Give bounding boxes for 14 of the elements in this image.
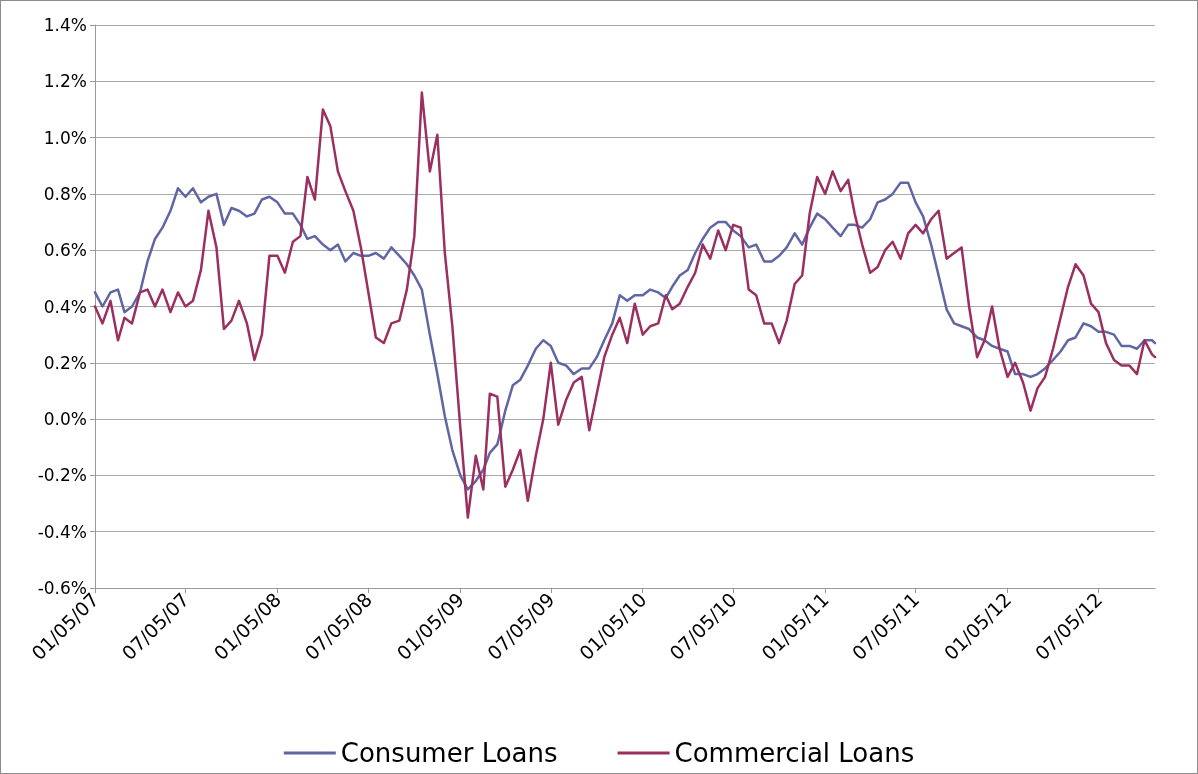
y-tick-label: 1.2% [43,71,87,92]
y-tick-label: 0.0% [43,409,87,430]
legend-label: Commercial Loans [674,738,915,768]
y-tick-label: 1.0% [43,127,87,148]
y-tick-label: 0.8% [43,183,87,204]
y-tick-label: 0.4% [43,296,87,317]
y-tick-label: 1.4% [43,15,87,35]
y-tick-label: 0.6% [43,240,87,261]
line-series [93,181,1157,491]
y-tick-label: 0.2% [43,352,87,373]
y-tick-label: -0.4% [37,521,87,542]
line-series [93,91,1157,519]
y-tick-label: -0.2% [37,465,87,486]
legend-label: Consumer Loans [340,738,558,768]
